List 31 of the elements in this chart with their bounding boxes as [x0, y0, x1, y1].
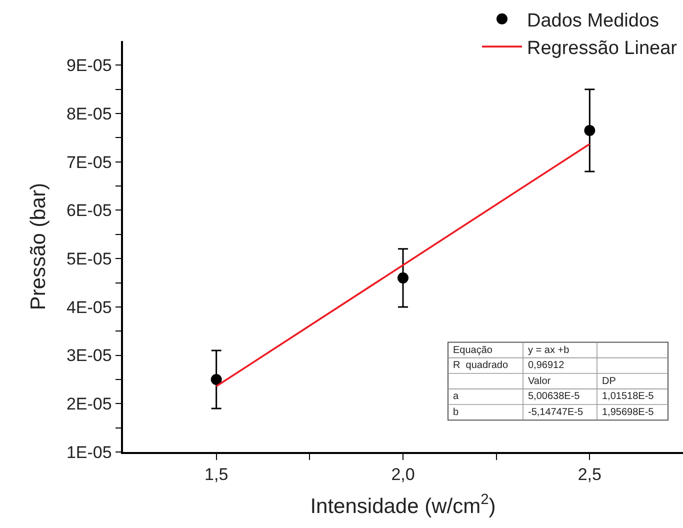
point: [398, 272, 408, 284]
y-tick-label: 1E-05: [66, 442, 112, 462]
point: [210, 374, 222, 385]
annotation: R quadrado: [453, 360, 508, 371]
y-tick-label: 3E-05: [66, 346, 112, 366]
x-tick-label: 2,0: [391, 465, 415, 484]
annotation: 1,01518E-5: [602, 391, 654, 402]
annotation: 1,95698E-5: [602, 407, 654, 418]
y-tick-label: 7E-05: [66, 152, 112, 172]
legend-label: Regressão Linear: [527, 38, 678, 59]
y-tick-label: 8E-05: [66, 104, 112, 124]
x-tick-label: 2,5: [578, 465, 602, 484]
annotation: y = ax +b: [528, 345, 570, 356]
x-axis-title: Intensidade (w/cm$^{2}$): [310, 492, 496, 518]
y-tick-label: 4E-05: [66, 298, 112, 317]
annotation: Valor: [528, 376, 552, 387]
y-tick-label: 2E-05: [66, 394, 112, 414]
annotation: 5,00638E-5: [528, 391, 580, 402]
x-tick-label: 1,5: [204, 465, 228, 484]
annotation: a: [453, 391, 459, 402]
annotation: DP: [602, 376, 616, 387]
annotation: Equação: [453, 345, 493, 356]
point: [584, 124, 596, 136]
legend-label: Dados Medidos: [527, 10, 660, 32]
annotation: -5,14747E-5: [528, 407, 584, 418]
y-tick-label: 6E-05: [66, 201, 112, 220]
y-tick-label: 5E-05: [66, 250, 112, 269]
y-axis-title: Pressão (bar): [27, 182, 50, 310]
annotation: 0,96912: [528, 360, 565, 371]
y-tick-label: 9E-05: [66, 56, 112, 76]
annotation: b: [453, 407, 459, 418]
